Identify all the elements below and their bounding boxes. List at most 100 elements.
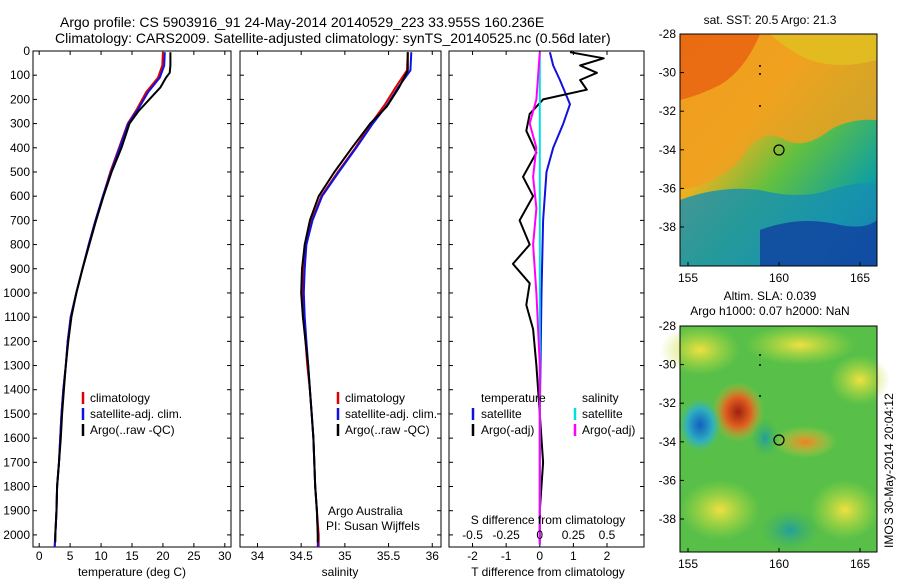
series-line-satellite-adj-clim- [302,52,413,547]
y-tick-label: 1100 [4,310,30,324]
legend-label-argo: Argo(..raw -QC) [90,423,175,437]
argo-location-marker [773,144,785,156]
s-tick-label: 0 [536,528,543,542]
sla-blob [773,426,837,458]
y-tick-label: 100 [10,68,30,82]
y-tick-label: 1200 [3,334,30,348]
sst-map-title: sat. SST: 20.5 Argo: 21.3 [704,13,837,27]
salinity-legend: climatology satellite-adj. clim. Argo(..… [336,391,437,437]
sla-lat-axis: -28 -30 -32 -34 -36 -38 [659,319,684,526]
series-line-climatology [53,52,164,548]
legend-label-satellite: satellite-adj. clim. [90,407,182,421]
legend-label-s-satellite: satellite [582,407,623,421]
y-tick-label: 1800 [3,480,30,494]
difference-panel-frame [448,50,645,548]
y-tick-label: 200 [10,92,30,106]
sla-blob [751,418,779,458]
lat-tick-label: -36 [659,181,677,195]
lon-tick-label: 155 [678,271,698,285]
lat-tick-label: -28 [659,27,677,41]
sla-map-title-line1: Altim. SLA: 0.039 [724,289,817,303]
legend-label-t-satellite: satellite [481,407,522,421]
y-tick-label: 0 [23,44,30,58]
legend-label-satellite: satellite-adj. clim. [345,407,437,421]
temperature-x-axis: 0 5 10 15 20 25 30 [36,51,232,563]
x-tick-label: -2 [467,549,478,563]
lon-tick-label: 165 [850,271,870,285]
y-tick-label: 300 [10,117,30,131]
lat-tick-label: -32 [659,396,677,410]
sst-map: sat. SST: 20.5 Argo: 21.3 -28 -30 -32 -34 -3… [659,13,878,285]
sla-map: Altim. SLA: 0.039 Argo h1000: 0.07 h2000… [659,289,890,571]
legend-label-t-argo: Argo(-adj) [481,423,534,437]
lat-tick-label: -32 [659,104,677,118]
lon-tick-label: 160 [769,557,789,571]
x-tick-label: 10 [94,549,108,563]
x-tick-label: -1 [501,549,512,563]
s-tick-label: -0.25 [492,528,520,542]
x-tick-label: 0 [36,549,43,563]
y-tick-label: 400 [10,141,30,155]
lat-tick-label: -34 [659,143,677,157]
x-tick-label: 15 [125,549,139,563]
lat-tick-label: -34 [659,435,677,449]
series-line-t-satellite [538,51,571,545]
temperature-panel: 0100200300400500600700800900100011001200… [3,44,232,579]
y-tick-label: 800 [10,238,30,252]
x-tick-label: 30 [218,549,232,563]
x-tick-label: 20 [156,549,170,563]
sla-blob [760,508,820,552]
temperature-x-label: temperature (deg C) [78,565,186,579]
lat-tick-label: -28 [659,319,677,333]
temperature-panel-frame [32,50,232,548]
argo-location-marker [773,434,785,446]
s-tick-label: -0.5 [462,528,483,542]
x-tick-label: 0 [536,549,543,563]
x-tick-label: 34 [251,549,265,563]
y-tick-label: 600 [10,189,30,203]
x-tick-label: 34.5 [289,549,313,563]
y-tick-label: 1500 [3,407,30,421]
x-tick-label: 35.5 [377,549,401,563]
y-tick-label: 500 [10,165,30,179]
salinity-x-axis: 34 34.5 35 35.5 36 [251,51,439,563]
y-tick-label: 1600 [3,431,30,445]
series-line-argo-raw-qc- [300,52,409,543]
y-tick-label: 1900 [3,504,30,518]
legend-label-argo: Argo(..raw -QC) [345,423,430,437]
y-tick-label: 900 [10,262,30,276]
sla-map-title-line2: Argo h1000: 0.07 h2000: NaN [690,304,849,318]
sla-blob [745,325,855,365]
sst-lon-axis: 155 160 165 [678,262,870,285]
difference-lines [511,51,605,547]
difference-panel: -2 -1 0 1 2 S difference from climatology -0… [448,50,645,579]
sst-hot-region [680,34,760,100]
s-difference-tick-labels: -0.5 -0.25 0 0.25 0.5 [462,528,615,542]
sla-blob [830,355,890,405]
temperature-lines [53,52,172,548]
track-dot [759,73,761,75]
y-tick-label: 700 [10,213,30,227]
x-tick-label: 25 [187,549,201,563]
y-tick-label: 1300 [3,359,30,373]
lat-tick-label: -30 [659,358,677,372]
figure-title-line1: Argo profile: CS 5903916_91 24-May-2014 … [60,14,544,30]
legend-header-temperature: temperature [481,391,546,405]
t-difference-x-label: T difference from climatology [471,565,625,579]
salinity-lines [300,52,413,547]
lat-tick-label: -38 [659,512,677,526]
depth-axis: 0 100 200 300 400 500 600 700 800 900 1000 1100 1200… [3,44,30,542]
temperature-legend: climatology satellite-adj. clim. Argo(..… [81,391,182,437]
x-tick-label: 2 [604,549,611,563]
x-tick-label: 5 [67,549,74,563]
legend-label-s-argo: Argo(-adj) [582,423,635,437]
annotation-pi: PI: Susan Wijffels [326,519,420,533]
lon-tick-label: 160 [769,271,789,285]
lat-tick-label: -38 [659,220,677,234]
track-dot [759,395,761,397]
series-line-climatology [301,52,409,547]
sst-cold-region [760,220,877,266]
s-difference-label: S difference from climatology [471,513,626,527]
legend-label-climatology: climatology [345,391,405,405]
